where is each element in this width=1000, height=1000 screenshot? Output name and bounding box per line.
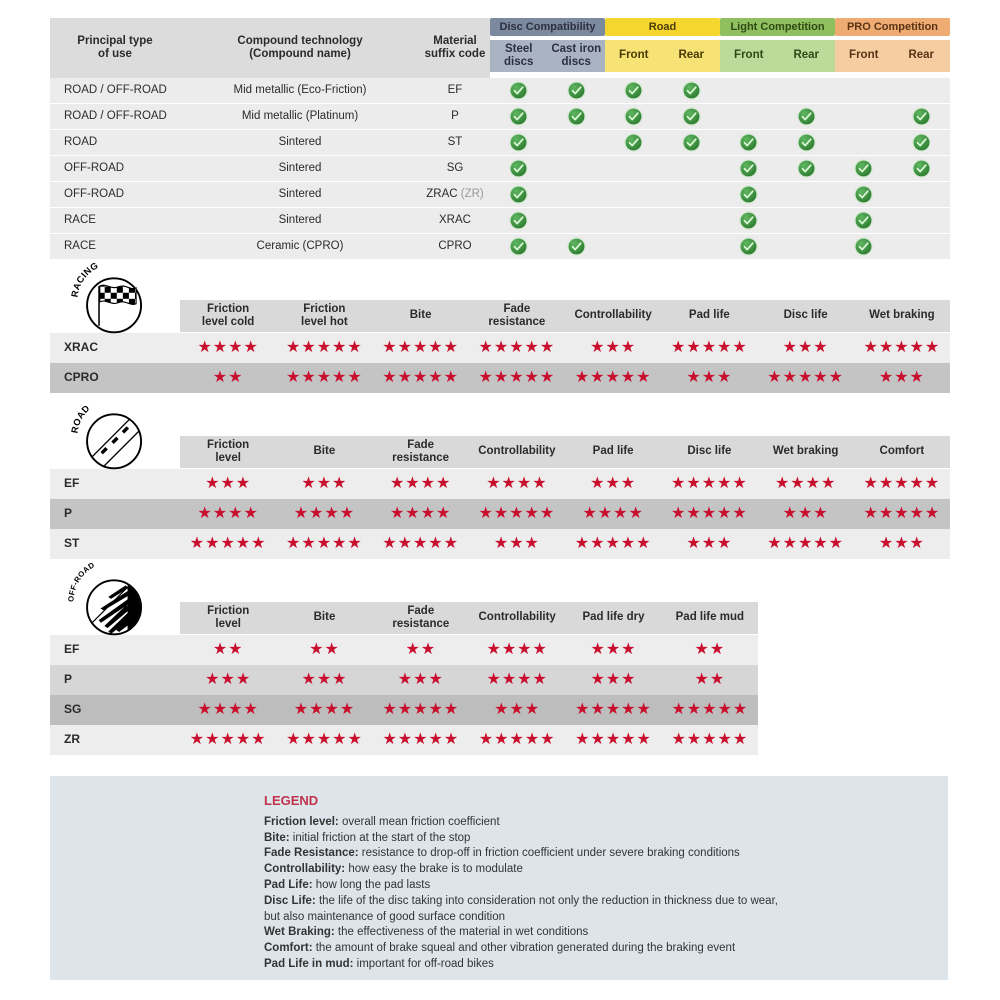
svg-text:RACING: RACING — [70, 260, 100, 298]
svg-text:ROAD: ROAD — [70, 403, 92, 434]
svg-text:OFF-ROAD: OFF-ROAD — [67, 560, 97, 602]
